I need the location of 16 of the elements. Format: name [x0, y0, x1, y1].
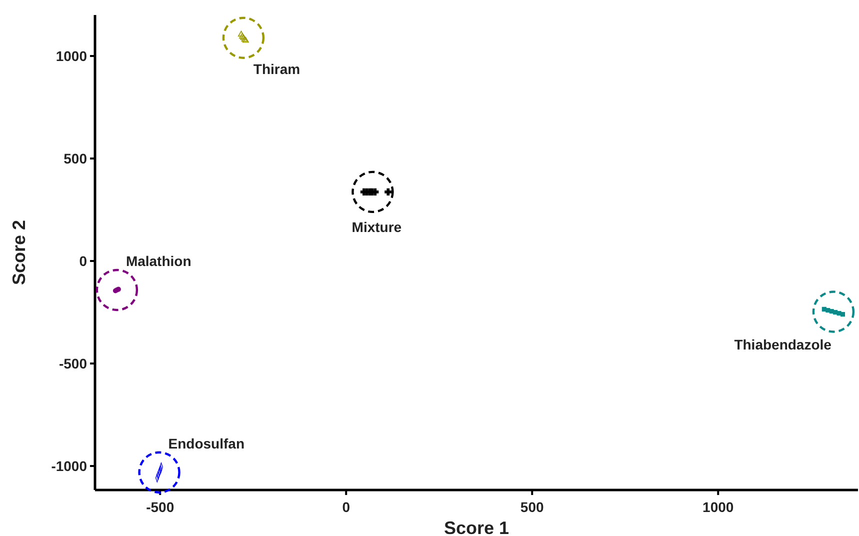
series-label: Thiabendazole [734, 336, 832, 353]
x-axis-title: Score 1 [444, 518, 510, 536]
y-tick-label: 500 [64, 150, 88, 167]
y-axis-title: Score 2 [9, 220, 29, 286]
x-tick-label: 1000 [702, 499, 734, 515]
y-tick-label: 0 [79, 253, 88, 270]
x-tick-label: -500 [146, 499, 174, 515]
y-tick-label: -1000 [51, 458, 88, 474]
x-tick-label: 0 [342, 499, 350, 515]
series-label: Endosulfan [168, 435, 245, 452]
series-label: Thiram [253, 60, 300, 77]
series-label: Malathion [126, 252, 192, 269]
y-tick-label: -500 [58, 356, 88, 372]
x-tick-label: 500 [520, 499, 544, 515]
y-tick-label: 1000 [56, 48, 88, 64]
series-label: Mixture [352, 218, 402, 235]
